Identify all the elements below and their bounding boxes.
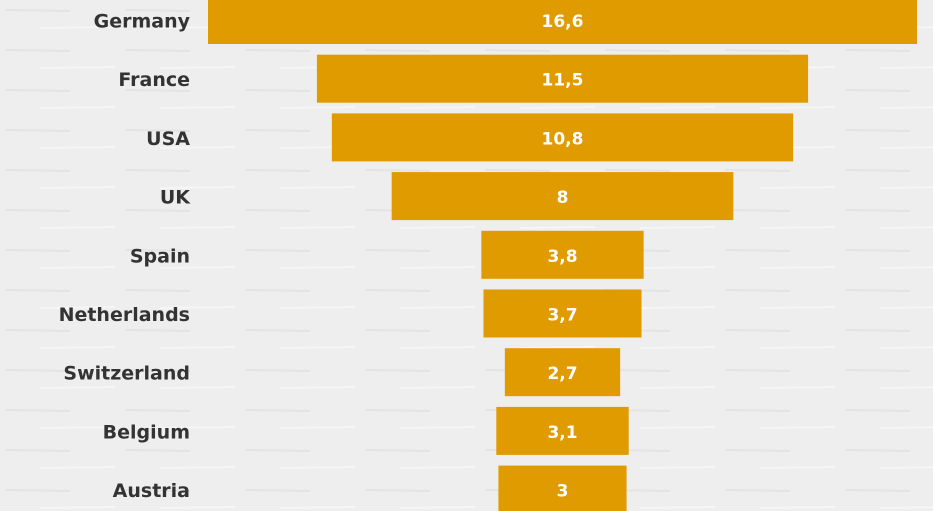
bar bbox=[483, 289, 642, 338]
bar bbox=[208, 0, 917, 44]
bar bbox=[316, 54, 809, 103]
bar bbox=[504, 348, 621, 397]
category-label: France bbox=[118, 69, 190, 91]
bar bbox=[391, 172, 734, 221]
value-label: 10,8 bbox=[542, 129, 584, 149]
category-label: Spain bbox=[130, 245, 190, 267]
value-label: 3,8 bbox=[547, 247, 577, 267]
value-label: 8 bbox=[557, 188, 569, 208]
value-label: 3,1 bbox=[547, 423, 577, 443]
category-label: Switzerland bbox=[63, 363, 190, 385]
category-label: Germany bbox=[94, 11, 191, 33]
value-label: 3,7 bbox=[547, 306, 577, 326]
value-label: 11,5 bbox=[542, 71, 584, 91]
value-label: 3 bbox=[557, 482, 569, 502]
category-label: UK bbox=[160, 187, 191, 209]
bar bbox=[498, 465, 627, 511]
bar bbox=[481, 230, 644, 279]
category-label: USA bbox=[146, 128, 190, 150]
category-label: Austria bbox=[113, 480, 190, 502]
bar bbox=[331, 113, 794, 162]
bar bbox=[496, 406, 629, 455]
category-label: Belgium bbox=[103, 421, 190, 443]
value-label: 16,6 bbox=[542, 12, 584, 32]
value-label: 2,7 bbox=[547, 364, 577, 384]
category-label: Netherlands bbox=[59, 304, 190, 326]
